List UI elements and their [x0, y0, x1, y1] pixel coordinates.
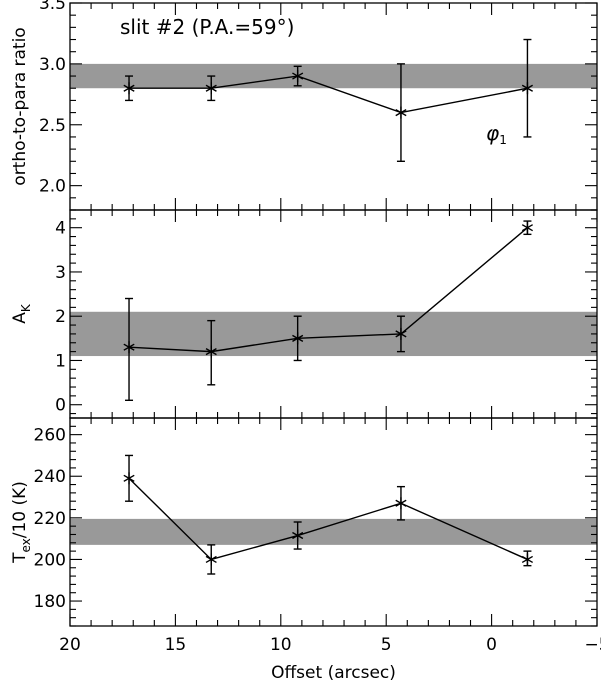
y-axis-label-main: ortho-to-para ratio	[10, 27, 30, 185]
data-point	[292, 529, 304, 542]
y-axis-label-subscript: K	[19, 303, 33, 312]
data-point	[205, 553, 217, 566]
x-axis: 20 15 10 5 0 −5 Offset (arcsec)	[59, 635, 601, 683]
y-tick-label: 260	[34, 426, 66, 446]
y-tick-label: 220	[34, 509, 66, 529]
y-tick-label: 240	[34, 467, 66, 487]
data-point	[205, 345, 217, 358]
data-point	[521, 221, 534, 234]
x-tick-label: −5	[584, 635, 601, 655]
plot-frame	[69, 417, 598, 627]
data-point	[395, 106, 407, 119]
mean-band	[70, 518, 597, 545]
x-tick-label: 0	[486, 635, 497, 655]
data-point	[395, 327, 407, 340]
data-point	[123, 341, 135, 354]
x-tick-label: 5	[381, 635, 392, 655]
data-point	[123, 82, 135, 95]
phi-subscript: 1	[499, 133, 507, 147]
panels: 2.0 2.5 3.0 3.5 ortho-to-para ratio slit #2 (…	[10, 0, 598, 627]
x-tick-label: 20	[59, 635, 81, 655]
data-point	[123, 472, 135, 485]
y-axis-label-subscript: ex	[19, 538, 33, 552]
y-tick-label: 1	[55, 351, 66, 371]
phi-marker-label: φ1	[486, 121, 507, 147]
y-axis-label: Tex/10 (K)	[10, 481, 33, 564]
panel-annotation-title: slit #2 (P.A.=59°)	[120, 15, 294, 39]
y-tick-label: 3.0	[39, 55, 66, 75]
y-axis-label-unit: /10 (K)	[10, 481, 30, 538]
panel-3: 180 200 220 240 260 Tex/10 (K)	[10, 417, 598, 627]
x-axis-label: Offset (arcsec)	[271, 663, 396, 683]
y-tick-label: 2	[55, 307, 66, 327]
data-point	[395, 497, 407, 510]
panel-1: 2.0 2.5 3.0 3.5 ortho-to-para ratio slit #2 (…	[10, 0, 598, 211]
y-tick-label: 0	[55, 396, 66, 416]
phi-symbol: φ	[486, 121, 499, 145]
y-axis-label: AK	[10, 303, 33, 324]
y-tick-label: 4	[55, 219, 66, 239]
data-point	[205, 82, 217, 95]
x-tick-label: 10	[270, 635, 292, 655]
mean-band	[70, 63, 597, 89]
y-tick-label: 2.5	[39, 116, 66, 136]
y-axis-label: ortho-to-para ratio	[10, 27, 30, 185]
y-tick-label: 2.0	[39, 177, 66, 197]
data-point	[292, 332, 304, 345]
y-tick-label: 3.5	[39, 0, 66, 14]
y-tick-label: 200	[34, 550, 66, 570]
y-tick-label: 180	[34, 592, 66, 612]
x-tick-label: 15	[165, 635, 187, 655]
y-axis-label-main: T	[10, 552, 30, 564]
panel-2: 0 1 2 3 4 AK	[10, 209, 598, 419]
y-axis-label-main: A	[10, 312, 30, 324]
data-point	[521, 553, 534, 566]
mean-band	[70, 311, 597, 357]
data-point	[292, 70, 304, 83]
y-tick-label: 3	[55, 263, 66, 283]
data-point	[521, 82, 534, 95]
